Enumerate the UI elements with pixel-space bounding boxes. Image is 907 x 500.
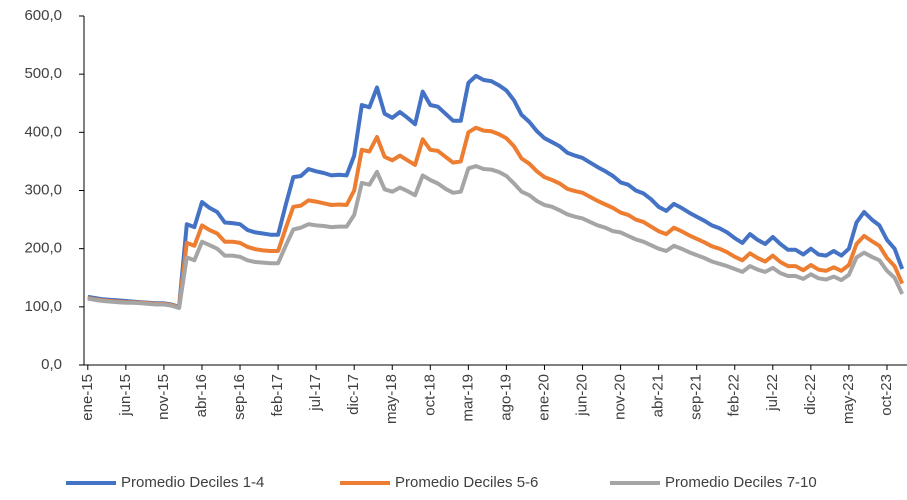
- x-tick-label: ene-15: [79, 374, 96, 421]
- legend-label: Promedio Deciles 1-4: [121, 474, 264, 491]
- y-tick-label: 500,0: [24, 65, 62, 82]
- x-tick-label: oct-18: [421, 374, 438, 416]
- y-tick-label: 600,0: [24, 7, 62, 24]
- legend-label: Promedio Deciles 7-10: [665, 474, 817, 491]
- x-tick-label: jul-17: [307, 374, 324, 412]
- x-tick-label: feb-22: [726, 374, 743, 417]
- x-tick-label: nov-15: [155, 374, 172, 420]
- x-tick-label: dic-22: [802, 374, 819, 415]
- x-tick-label: ene-20: [535, 374, 552, 421]
- series-line: [87, 73, 905, 309]
- x-tick-label: abr-16: [193, 374, 210, 417]
- y-tick-label: 400,0: [24, 123, 62, 140]
- x-tick-label: feb-17: [269, 374, 286, 417]
- series-line: [87, 125, 905, 310]
- x-tick-label: sep-16: [231, 374, 248, 420]
- y-tick-label: 200,0: [24, 240, 62, 257]
- x-tick-label: jun-15: [117, 374, 134, 417]
- x-tick-label: ago-19: [497, 374, 514, 421]
- x-tick-label: nov-20: [612, 374, 629, 420]
- x-tick-label: jun-20: [573, 374, 590, 417]
- x-tick-label: jul-22: [764, 374, 781, 412]
- x-tick-label: mar-19: [459, 374, 476, 422]
- x-tick-label: abr-21: [650, 374, 667, 417]
- x-tick-label: may-18: [383, 374, 400, 424]
- x-tick-label: sep-21: [688, 374, 705, 420]
- y-tick-label: 300,0: [24, 181, 62, 198]
- x-tick-label: dic-17: [345, 374, 362, 415]
- x-tick-label: may-23: [840, 374, 857, 424]
- series-line: [87, 164, 905, 310]
- y-tick-label: 100,0: [24, 298, 62, 315]
- legend-label: Promedio Deciles 5-6: [395, 474, 538, 491]
- y-tick-label: 0,0: [41, 356, 62, 373]
- x-tick-label: oct-23: [878, 374, 895, 416]
